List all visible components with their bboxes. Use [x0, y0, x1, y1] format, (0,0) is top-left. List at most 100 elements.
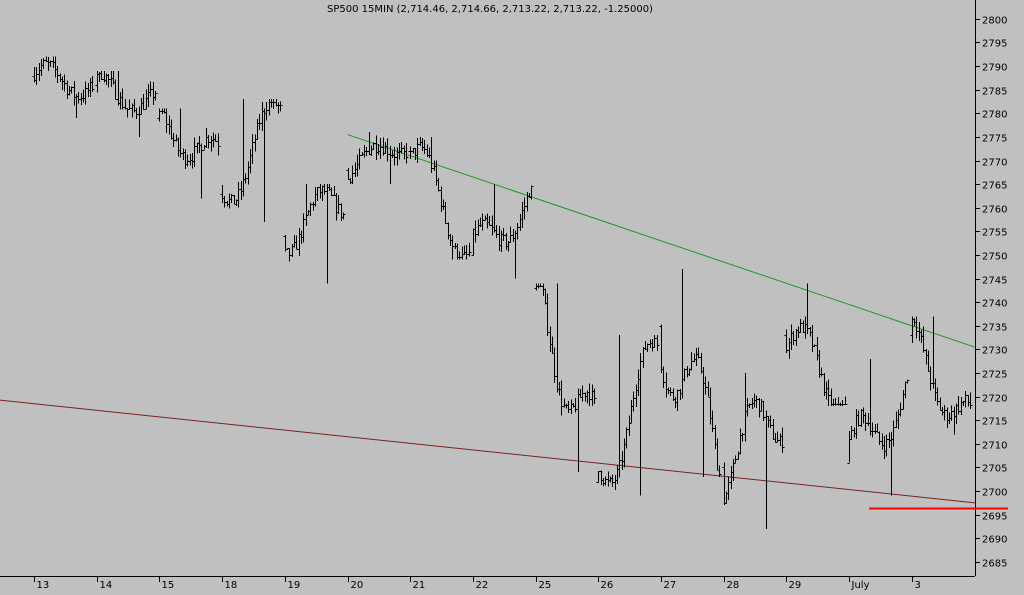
- ohlc-bar: [446, 222, 451, 240]
- ohlc-bar: [120, 88, 125, 110]
- ohlc-bar: [624, 427, 629, 449]
- ohlc-bar: [652, 335, 657, 348]
- ohlc-bar: [174, 134, 179, 142]
- x-tick-label: 21: [413, 580, 426, 591]
- ohlc-bar: [202, 145, 207, 151]
- ohlc-bar: [694, 347, 699, 367]
- ohlc-bar: [334, 192, 339, 221]
- ohlc-bar: [418, 136, 423, 147]
- x-tick-label: 28: [727, 580, 740, 591]
- ohlc-bar: [808, 326, 813, 337]
- ohlc-bar: [682, 368, 687, 382]
- chart-title: SP500 15MIN (2,714.46, 2,714.66, 2,713.2…: [327, 4, 653, 15]
- ohlc-bar: [884, 434, 889, 457]
- ohlc-bar: [643, 340, 648, 350]
- x-tick-label: 25: [539, 580, 552, 591]
- ohlc-bar: [311, 202, 316, 211]
- ohlc-bar: [72, 80, 77, 106]
- ohlc-bar: [90, 76, 95, 92]
- x-tick-label: 14: [100, 580, 113, 591]
- x-tick-label: 20: [351, 580, 364, 591]
- ohlc-bar: [369, 145, 374, 156]
- ohlc-bar: [88, 77, 93, 97]
- ohlc-bar: [905, 379, 910, 384]
- ohlc-bar: [713, 424, 718, 449]
- ohlc-bar: [76, 92, 81, 104]
- ohlc-bar: [926, 350, 931, 372]
- ohlc-bar: [638, 352, 643, 496]
- ohlc-bar: [367, 132, 372, 155]
- ohlc-bar: [271, 99, 276, 109]
- ohlc-bar: [360, 151, 365, 156]
- ohlc-bar: [706, 381, 711, 398]
- ohlc-bar: [671, 388, 676, 401]
- ohlc-bar: [933, 378, 938, 402]
- y-tick-label: 2765: [982, 181, 1007, 192]
- ohlc-bar: [464, 244, 469, 260]
- ohlc-bar: [81, 89, 86, 103]
- ohlc-bar: [773, 432, 778, 443]
- ohlc-bar: [968, 392, 973, 409]
- ohlc-bar: [931, 316, 936, 389]
- ohlc-bar: [685, 365, 690, 378]
- y-tick-label: 2750: [982, 252, 1007, 263]
- ohlc-bar: [106, 73, 111, 88]
- ohlc-bar: [390, 150, 395, 159]
- ohlc-bar: [620, 450, 625, 470]
- ohlc-bar: [641, 347, 646, 369]
- y-tick-label: 2715: [982, 417, 1007, 428]
- ohlc-bar: [815, 337, 820, 361]
- ohlc-bar: [220, 184, 225, 203]
- ohlc-bar: [557, 382, 562, 396]
- y-tick-label: 2690: [982, 535, 1007, 546]
- ohlc-bar: [675, 389, 680, 412]
- ohlc-bar: [490, 215, 495, 236]
- y-tick-label: 2730: [982, 346, 1007, 357]
- ohlc-bar: [427, 147, 432, 159]
- ohlc-bar: [146, 84, 151, 108]
- ohlc-bar: [332, 185, 337, 196]
- ohlc-bar: [587, 383, 592, 407]
- ohlc-bar: [432, 160, 437, 172]
- ohlc-bar: [239, 181, 244, 200]
- ohlc-bar: [536, 283, 541, 289]
- ohlc-bar: [736, 451, 741, 460]
- ohlc-bar: [34, 67, 39, 85]
- y-axis: 2685 2690 2695 2700 2705 2710 2715 2720 2725 2730…: [975, 16, 1007, 570]
- ohlc-bar: [520, 201, 525, 228]
- ohlc-bar: [622, 438, 627, 468]
- ohlc-bar: [304, 184, 309, 226]
- ohlc-bar: [766, 415, 771, 428]
- ohlc-bar: [754, 395, 759, 408]
- ohlc-bar: [325, 184, 330, 284]
- ohlc-bar: [901, 389, 906, 410]
- ohlc-bar: [37, 62, 42, 82]
- ohlc-bar: [348, 178, 353, 185]
- ohlc-bars: [32, 56, 973, 529]
- ohlc-bar: [715, 438, 720, 471]
- ohlc-bar: [350, 165, 355, 185]
- ohlc-bar: [798, 319, 803, 334]
- ohlc-bar: [824, 381, 829, 400]
- ohlc-bar: [318, 184, 323, 199]
- ohlc-bar: [253, 134, 258, 152]
- ohlc-bar: [246, 161, 251, 185]
- ohlc-bar: [606, 471, 611, 487]
- ohlc-bar: [497, 225, 502, 252]
- y-tick-label: 2760: [982, 205, 1007, 216]
- ohlc-bar: [467, 242, 472, 257]
- y-tick-label: 2740: [982, 299, 1007, 310]
- ohlc-bar: [313, 186, 318, 207]
- trendlines: [0, 134, 1008, 510]
- ohlc-bar: [83, 81, 88, 105]
- ohlc-bar: [661, 366, 666, 389]
- ohlc-bar: [79, 93, 84, 106]
- ohlc-bar: [917, 321, 922, 341]
- ohlc-bar: [511, 228, 516, 242]
- ohlc-bar: [573, 398, 578, 413]
- ohlc-bar: [264, 101, 269, 121]
- ohlc-bar: [41, 57, 46, 69]
- ohlc-bar: [636, 369, 641, 397]
- ohlc-bar: [875, 423, 880, 433]
- ohlc-bar: [627, 415, 632, 437]
